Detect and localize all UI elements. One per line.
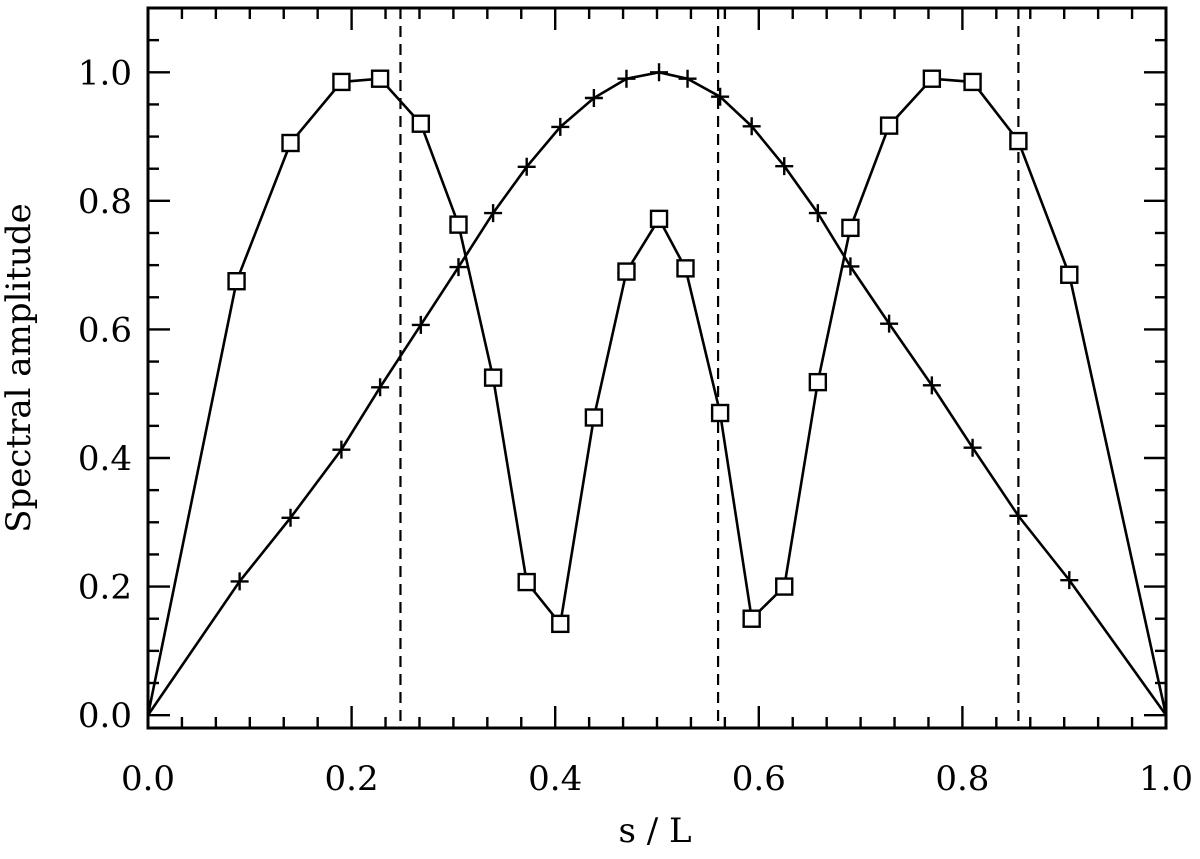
square-marker <box>808 372 828 392</box>
plus-marker <box>584 89 603 107</box>
square-marker <box>370 69 390 88</box>
plus-marker <box>230 572 249 591</box>
square-marker <box>649 209 669 229</box>
square-marker <box>411 114 431 133</box>
plus-marker <box>808 204 827 223</box>
axis-ticks <box>146 6 1168 728</box>
square-marker <box>775 577 794 596</box>
plus-marker <box>449 258 468 277</box>
series-line-square <box>146 77 1168 716</box>
square-marker <box>483 368 503 387</box>
x-tick-label: 0.8 <box>935 759 989 799</box>
plus-marker <box>332 440 351 459</box>
plus-marker <box>841 257 860 276</box>
square-marker <box>584 408 604 427</box>
plus-marker <box>551 117 570 136</box>
square-marker <box>227 272 246 291</box>
y-tick-label: 0.4 <box>78 439 132 479</box>
plus-marker <box>411 315 430 334</box>
x-tick-labels: 0.0 0.2 0.4 0.6 0.8 1.0 <box>121 759 1193 799</box>
series-square <box>146 69 1168 716</box>
square-marker <box>922 69 942 88</box>
square-marker <box>963 72 982 92</box>
plus-marker <box>517 157 536 176</box>
plus-marker <box>880 314 899 333</box>
x-tick-label: 0.0 <box>121 759 175 799</box>
square-marker <box>617 262 636 281</box>
y-tick-label: 0.6 <box>78 310 132 350</box>
plus-marker <box>371 378 390 397</box>
plus-marker <box>281 508 300 527</box>
plus-marker <box>922 376 941 395</box>
square-marker <box>879 116 899 135</box>
y-tick-labels: 0.0 0.2 0.4 0.6 0.8 1.0 <box>78 53 132 736</box>
plus-marker <box>711 87 730 106</box>
y-tick-label: 0.2 <box>78 568 132 608</box>
plus-marker <box>742 117 761 136</box>
series-line-plus <box>146 70 1168 716</box>
plus-marker <box>484 204 503 223</box>
y-tick-label: 1.0 <box>78 53 132 93</box>
series-plus <box>146 63 1168 716</box>
dashed-reference-lines <box>399 8 1020 728</box>
square-marker <box>841 218 860 238</box>
square-marker <box>332 72 351 92</box>
square-marker <box>281 133 300 153</box>
plus-marker <box>1009 506 1028 525</box>
plus-marker <box>617 69 636 88</box>
square-marker <box>449 215 468 234</box>
plus-marker <box>678 69 697 88</box>
y-tick-label: 0.8 <box>78 182 132 222</box>
x-axis-label: s / L <box>618 811 691 851</box>
plus-marker <box>1060 571 1079 590</box>
square-marker <box>1009 131 1028 151</box>
plus-marker <box>650 63 669 82</box>
square-marker <box>1060 265 1079 284</box>
x-tick-label: 1.0 <box>1139 759 1193 799</box>
square-marker <box>742 609 761 628</box>
plot-frame <box>146 6 1168 730</box>
plus-marker <box>963 438 982 457</box>
square-marker <box>710 403 730 423</box>
square-marker <box>676 259 695 278</box>
x-tick-label: 0.4 <box>528 759 582 799</box>
series-layer <box>146 63 1168 716</box>
square-marker <box>517 572 536 592</box>
x-tick-label: 0.2 <box>325 759 379 799</box>
y-axis-label: Spectral amplitude <box>0 203 39 533</box>
square-marker <box>551 614 570 634</box>
y-tick-label: 0.0 <box>78 696 132 736</box>
plus-marker <box>775 157 794 176</box>
x-tick-label: 0.6 <box>732 759 786 799</box>
